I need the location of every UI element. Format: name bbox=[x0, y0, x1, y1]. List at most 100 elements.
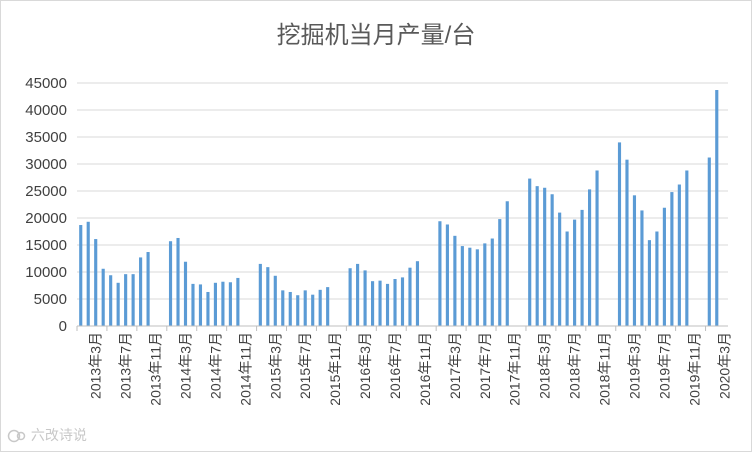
bar bbox=[662, 207, 666, 326]
x-tick-label: 2016年11月 bbox=[417, 332, 433, 406]
bar bbox=[303, 290, 307, 326]
x-tick-label: 2017年11月 bbox=[507, 332, 523, 406]
bar bbox=[146, 252, 150, 326]
bar bbox=[371, 281, 375, 326]
watermark: 六改诗说 bbox=[7, 425, 87, 445]
bar bbox=[318, 289, 322, 326]
bar bbox=[505, 201, 509, 326]
x-tick-label: 2013年11月 bbox=[148, 332, 164, 406]
bar bbox=[595, 170, 599, 326]
bar bbox=[415, 261, 420, 326]
bar bbox=[498, 219, 502, 326]
bar bbox=[79, 225, 83, 326]
x-tick-label: 2016年3月 bbox=[357, 332, 373, 399]
bar bbox=[191, 283, 195, 326]
bar bbox=[101, 268, 105, 326]
bar bbox=[535, 186, 539, 326]
bar bbox=[445, 224, 449, 326]
bar bbox=[378, 280, 382, 326]
bar bbox=[393, 279, 397, 326]
bar bbox=[438, 221, 442, 326]
x-tick-label: 2018年11月 bbox=[597, 332, 613, 406]
y-tick-label: 5000 bbox=[34, 291, 67, 308]
watermark-text: 六改诗说 bbox=[30, 427, 87, 443]
x-tick-label: 2013年3月 bbox=[88, 332, 104, 399]
bar bbox=[565, 231, 569, 326]
y-tick-label: 40000 bbox=[25, 102, 67, 119]
bar bbox=[116, 282, 120, 326]
bar bbox=[385, 283, 390, 326]
bar bbox=[468, 247, 472, 326]
bar bbox=[715, 90, 719, 327]
bar bbox=[273, 275, 277, 326]
bar bbox=[213, 282, 217, 326]
x-tick-label: 2019年11月 bbox=[686, 332, 702, 406]
y-tick-label: 35000 bbox=[25, 129, 67, 146]
bar bbox=[707, 157, 711, 326]
bar bbox=[86, 221, 90, 326]
x-tick-label: 2014年3月 bbox=[178, 332, 194, 399]
bar bbox=[580, 209, 584, 326]
bar bbox=[326, 287, 330, 326]
bar bbox=[588, 189, 592, 326]
y-tick-label: 0 bbox=[59, 318, 67, 335]
x-tick-label: 2015年7月 bbox=[297, 332, 313, 399]
bar bbox=[490, 238, 494, 326]
bar bbox=[655, 231, 659, 326]
bar bbox=[296, 295, 300, 326]
bar bbox=[400, 277, 405, 326]
x-tick-label: 2018年3月 bbox=[537, 332, 553, 399]
bar bbox=[266, 267, 270, 326]
bar bbox=[670, 192, 674, 326]
x-tick-label: 2017年3月 bbox=[447, 332, 463, 399]
x-tick-label: 2015年11月 bbox=[327, 332, 343, 406]
x-tick-label: 2019年3月 bbox=[626, 332, 642, 399]
bar bbox=[168, 241, 173, 326]
bar bbox=[176, 237, 180, 326]
x-tick-label: 2016年7月 bbox=[387, 332, 403, 399]
y-tick-label: 20000 bbox=[25, 210, 67, 227]
bar bbox=[475, 249, 479, 326]
bar bbox=[281, 290, 285, 326]
y-tick-label: 25000 bbox=[25, 183, 67, 200]
bar bbox=[617, 142, 622, 326]
bar bbox=[348, 268, 352, 326]
bar bbox=[460, 246, 464, 326]
bar bbox=[625, 159, 629, 326]
bar bbox=[363, 270, 367, 326]
bar bbox=[139, 257, 143, 326]
bar bbox=[558, 212, 562, 326]
bar bbox=[677, 184, 681, 326]
bar bbox=[311, 294, 315, 326]
bar bbox=[94, 239, 98, 326]
bar bbox=[543, 187, 547, 326]
bar bbox=[228, 282, 232, 326]
y-tick-label: 30000 bbox=[25, 156, 67, 173]
watermark-logo-icon bbox=[7, 429, 27, 443]
bar bbox=[408, 267, 412, 326]
bar bbox=[198, 284, 203, 326]
x-tick-label: 2019年7月 bbox=[656, 332, 672, 399]
chart-title: 挖掘机当月产量/台 bbox=[277, 22, 476, 49]
x-tick-label: 2018年7月 bbox=[567, 332, 583, 399]
bar bbox=[356, 263, 360, 326]
y-tick-label: 10000 bbox=[25, 264, 67, 281]
bar bbox=[632, 195, 637, 326]
y-tick-label: 45000 bbox=[25, 75, 67, 92]
bar bbox=[550, 194, 554, 326]
bar bbox=[109, 275, 113, 326]
bar bbox=[131, 274, 135, 326]
bar bbox=[258, 263, 262, 326]
bar bbox=[573, 219, 577, 326]
bar bbox=[221, 281, 225, 326]
x-tick-label: 2013年7月 bbox=[118, 332, 134, 399]
bar bbox=[647, 240, 651, 326]
x-tick-label: 2017年7月 bbox=[477, 332, 493, 399]
bar bbox=[183, 261, 188, 326]
bar bbox=[206, 291, 210, 326]
bar bbox=[453, 235, 457, 326]
bar bbox=[483, 243, 487, 326]
bar bbox=[288, 291, 292, 326]
